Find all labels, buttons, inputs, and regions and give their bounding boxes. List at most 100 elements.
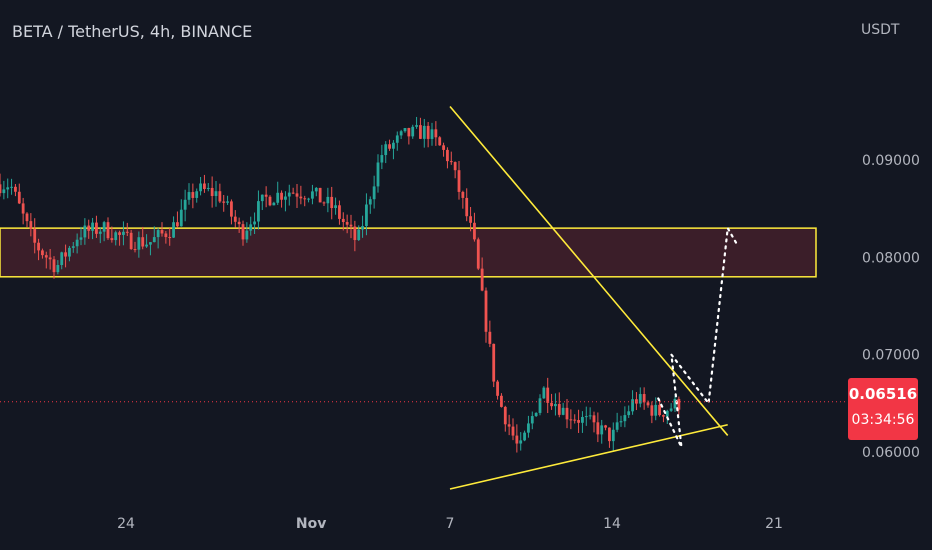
zone-rectangle[interactable] bbox=[0, 227, 817, 278]
candle-body bbox=[534, 412, 538, 417]
candle-body bbox=[573, 419, 577, 421]
candle-body bbox=[330, 196, 334, 209]
candle-body bbox=[503, 406, 507, 425]
candle-body bbox=[214, 191, 218, 197]
candle-body bbox=[627, 411, 631, 416]
bar-countdown: 03:34:56 bbox=[851, 412, 915, 428]
candle-body bbox=[365, 204, 368, 227]
candle-body bbox=[41, 250, 44, 256]
projection-path[interactable] bbox=[657, 224, 739, 448]
candle-body bbox=[14, 186, 17, 192]
candle-body bbox=[257, 201, 260, 222]
trendlines[interactable] bbox=[449, 105, 729, 490]
candle-body bbox=[129, 232, 133, 250]
candle-body bbox=[480, 268, 484, 291]
candle-body bbox=[68, 247, 71, 257]
candle-body bbox=[665, 410, 669, 417]
candle-body bbox=[276, 192, 280, 203]
candle-body bbox=[496, 381, 499, 396]
candle-body bbox=[426, 125, 430, 139]
candle-body bbox=[172, 222, 175, 238]
candle-body bbox=[17, 191, 21, 204]
candle-body bbox=[291, 192, 295, 194]
candle-body bbox=[422, 125, 426, 139]
candle-body bbox=[527, 423, 530, 433]
candle-body bbox=[380, 155, 384, 163]
candle-body bbox=[349, 224, 353, 227]
candle-body bbox=[519, 440, 523, 444]
candle-body bbox=[83, 225, 87, 238]
trendline-ascending-support[interactable] bbox=[449, 423, 728, 490]
candle-body bbox=[203, 183, 206, 189]
candle-body bbox=[137, 237, 141, 250]
candle-body bbox=[322, 202, 326, 204]
time-tick-label[interactable]: 7 bbox=[446, 516, 455, 532]
candle-body bbox=[368, 199, 372, 205]
candle-body bbox=[449, 161, 453, 163]
candle-body bbox=[110, 238, 114, 241]
candle-body bbox=[604, 425, 607, 428]
candle-body bbox=[152, 237, 156, 243]
candle-body bbox=[372, 186, 376, 200]
candle-body bbox=[592, 415, 596, 423]
candle-body bbox=[141, 237, 145, 247]
candle-body bbox=[206, 187, 210, 189]
candle-body bbox=[237, 221, 241, 225]
candlesticks bbox=[0, 116, 681, 453]
candle-body bbox=[25, 213, 29, 222]
candle-body bbox=[95, 222, 98, 234]
currency-label[interactable]: USDT bbox=[861, 22, 900, 38]
symbol-title[interactable]: BETA / TetherUS, 4h, BINANCE bbox=[12, 22, 253, 41]
candle-body bbox=[60, 252, 64, 266]
candle-body bbox=[280, 192, 283, 200]
candle-body bbox=[118, 232, 121, 235]
candle-body bbox=[260, 194, 264, 202]
candle-body bbox=[415, 125, 418, 127]
candle-body bbox=[299, 196, 303, 199]
candle-body bbox=[307, 198, 310, 200]
price-axis[interactable]: 0.09000 0.08000 0.07000 0.06000 bbox=[862, 153, 920, 461]
candle-body bbox=[114, 232, 118, 241]
projection-dotted-line[interactable] bbox=[657, 224, 739, 448]
candle-body bbox=[430, 129, 434, 139]
candle-body bbox=[91, 222, 94, 231]
candle-body bbox=[87, 225, 91, 231]
time-tick-label[interactable]: 14 bbox=[603, 516, 621, 532]
candle-body bbox=[569, 419, 573, 421]
candle-body bbox=[399, 131, 403, 136]
candle-body bbox=[515, 435, 519, 444]
candle-body bbox=[584, 416, 588, 418]
price-tick-label[interactable]: 0.07000 bbox=[862, 348, 920, 364]
price-tick-label[interactable]: 0.09000 bbox=[862, 153, 920, 169]
trendline-descending-resistance[interactable] bbox=[449, 105, 729, 436]
candle-body bbox=[500, 395, 503, 407]
candle-body bbox=[600, 425, 604, 435]
candle-body bbox=[581, 416, 584, 423]
candle-body bbox=[102, 222, 106, 232]
price-tick-label[interactable]: 0.08000 bbox=[862, 250, 920, 266]
candle-body bbox=[673, 398, 677, 409]
time-axis[interactable]: 24 Nov 7 14 21 bbox=[117, 516, 783, 532]
candle-body bbox=[156, 230, 160, 238]
time-tick-label[interactable]: 24 bbox=[117, 516, 135, 532]
candle-body bbox=[361, 226, 364, 230]
support-resistance-zone[interactable] bbox=[0, 227, 817, 278]
candle-body bbox=[623, 415, 627, 422]
candle-body bbox=[438, 137, 442, 146]
price-tick-label[interactable]: 0.06000 bbox=[862, 445, 920, 461]
candle-body bbox=[122, 231, 125, 235]
candle-body bbox=[631, 399, 634, 412]
candle-body bbox=[210, 187, 214, 197]
candle-body bbox=[318, 187, 322, 203]
candle-body bbox=[241, 224, 245, 240]
time-tick-label[interactable]: Nov bbox=[296, 516, 326, 532]
candle-body bbox=[611, 429, 615, 442]
time-tick-label[interactable]: 21 bbox=[765, 516, 783, 532]
candle-body bbox=[287, 192, 291, 197]
candle-body bbox=[295, 193, 299, 197]
candle-body bbox=[353, 226, 357, 241]
candle-body bbox=[476, 239, 480, 269]
candle-body bbox=[484, 290, 488, 332]
candle-body bbox=[168, 237, 172, 239]
